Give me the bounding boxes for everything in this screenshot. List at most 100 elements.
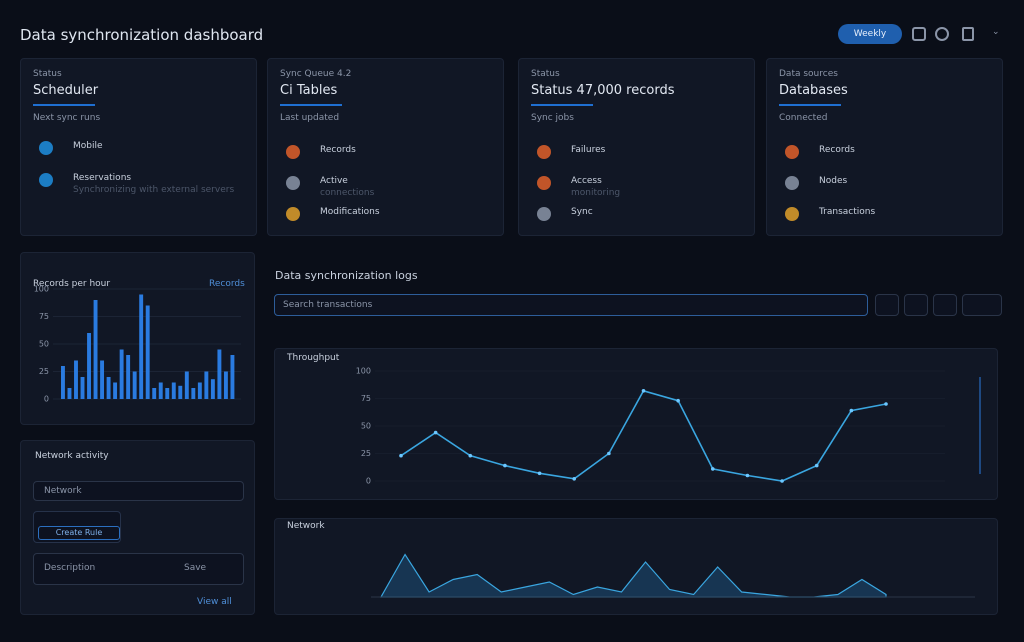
area-chart — [371, 553, 975, 598]
bar-card: Records per hour Records 0 25 50 75 100 — [20, 252, 255, 425]
point — [884, 402, 888, 406]
card-caption: Last updated — [280, 113, 340, 123]
item-icon — [39, 141, 53, 155]
item-label: Nodes — [819, 176, 848, 186]
point — [745, 473, 750, 478]
item-icon — [39, 173, 53, 187]
bar — [87, 333, 91, 399]
area-series — [379, 553, 887, 598]
bar — [67, 388, 72, 399]
underline — [33, 104, 95, 106]
card-label: Status — [33, 69, 62, 79]
y-tick-label: 75 — [39, 312, 49, 321]
tool-button[interactable] — [933, 294, 957, 316]
item-icon — [785, 145, 799, 159]
summary-card: Status Status 47,000 records Sync jobs Fail… — [518, 58, 755, 236]
item-label: Records — [320, 145, 356, 155]
bar — [113, 382, 118, 399]
item-icon — [286, 207, 300, 221]
item-detail: connections — [320, 188, 375, 198]
bar — [165, 388, 170, 399]
card-label: Data sources — [779, 69, 838, 79]
card-heading: Ci Tables — [280, 83, 338, 98]
item-label: Active — [320, 176, 348, 186]
underline — [280, 104, 342, 106]
summary-card: Status Scheduler Next sync runs Mobile Reser… — [20, 58, 257, 236]
area-card: Network — [274, 518, 998, 615]
period-button[interactable]: Weekly — [838, 24, 902, 44]
card-heading: Scheduler — [33, 83, 99, 98]
item-label: Modifications — [320, 207, 380, 217]
item-label: Access — [571, 176, 602, 186]
item-icon — [286, 176, 300, 190]
card-label: Sync Queue 4.2 — [280, 69, 352, 79]
y-tick-label: 0 — [366, 477, 371, 486]
bar — [106, 377, 111, 399]
icon[interactable] — [935, 27, 949, 41]
search-input[interactable]: Search transactions — [274, 294, 868, 316]
line-chart: 0 25 50 75 100 — [356, 367, 981, 486]
bar — [191, 388, 196, 399]
bar — [152, 388, 157, 399]
icon[interactable] — [962, 27, 974, 41]
bar — [126, 355, 131, 399]
point — [780, 479, 784, 483]
icon[interactable] — [912, 27, 926, 41]
item-icon — [537, 176, 551, 190]
card-label: Status — [531, 69, 560, 79]
tool-button[interactable] — [875, 294, 899, 316]
item-icon — [286, 145, 300, 159]
footer-link[interactable]: View all — [197, 597, 232, 607]
point — [814, 463, 819, 468]
y-tick-label: 25 — [39, 367, 49, 376]
area-title: Network — [287, 521, 325, 531]
point — [433, 430, 438, 435]
filter-input[interactable]: Network — [33, 481, 244, 501]
description-input[interactable]: Description Save — [33, 553, 244, 585]
point — [710, 467, 715, 471]
item-label: Failures — [571, 145, 606, 155]
bar — [223, 371, 228, 399]
bar — [74, 360, 78, 399]
card-heading: Databases — [779, 83, 848, 98]
item-icon — [785, 207, 799, 221]
bar — [80, 377, 85, 399]
bar — [230, 355, 235, 399]
bar — [197, 382, 202, 399]
description-text: Description — [44, 563, 96, 573]
bar — [158, 382, 163, 399]
bar-title: Records per hour — [33, 279, 111, 289]
card-caption: Next sync runs — [33, 113, 101, 123]
item-label: Reservations — [73, 173, 132, 183]
y-tick-label: 75 — [361, 394, 371, 403]
underline — [779, 104, 841, 106]
point — [849, 408, 854, 413]
save-text[interactable]: Save — [184, 563, 207, 573]
point — [572, 477, 577, 481]
create-rule-button[interactable]: Create Rule — [38, 526, 120, 540]
item-label: Transactions — [819, 207, 876, 217]
tool-button[interactable] — [962, 294, 1002, 316]
chevron[interactable]: ⌄ — [992, 27, 1000, 37]
bar — [139, 294, 144, 399]
card-caption: Connected — [779, 113, 828, 123]
point — [503, 463, 507, 468]
y-tick-label: 50 — [361, 422, 371, 431]
line-title: Throughput — [287, 353, 340, 363]
tool-button[interactable] — [904, 294, 928, 316]
bar — [145, 305, 150, 399]
line-series — [400, 389, 887, 482]
y-tick-label: 25 — [361, 449, 371, 458]
bar — [217, 349, 222, 399]
logs-title: Data synchronization logs — [275, 269, 418, 282]
bar — [204, 371, 209, 399]
bar — [178, 385, 183, 399]
point — [607, 451, 611, 456]
network-title: Network activity — [35, 451, 109, 461]
bar — [171, 382, 176, 399]
item-icon — [537, 207, 551, 221]
point — [537, 471, 542, 476]
summary-card: Sync Queue 4.2 Ci Tables Last updated Recor… — [267, 58, 504, 236]
bar — [184, 371, 189, 399]
